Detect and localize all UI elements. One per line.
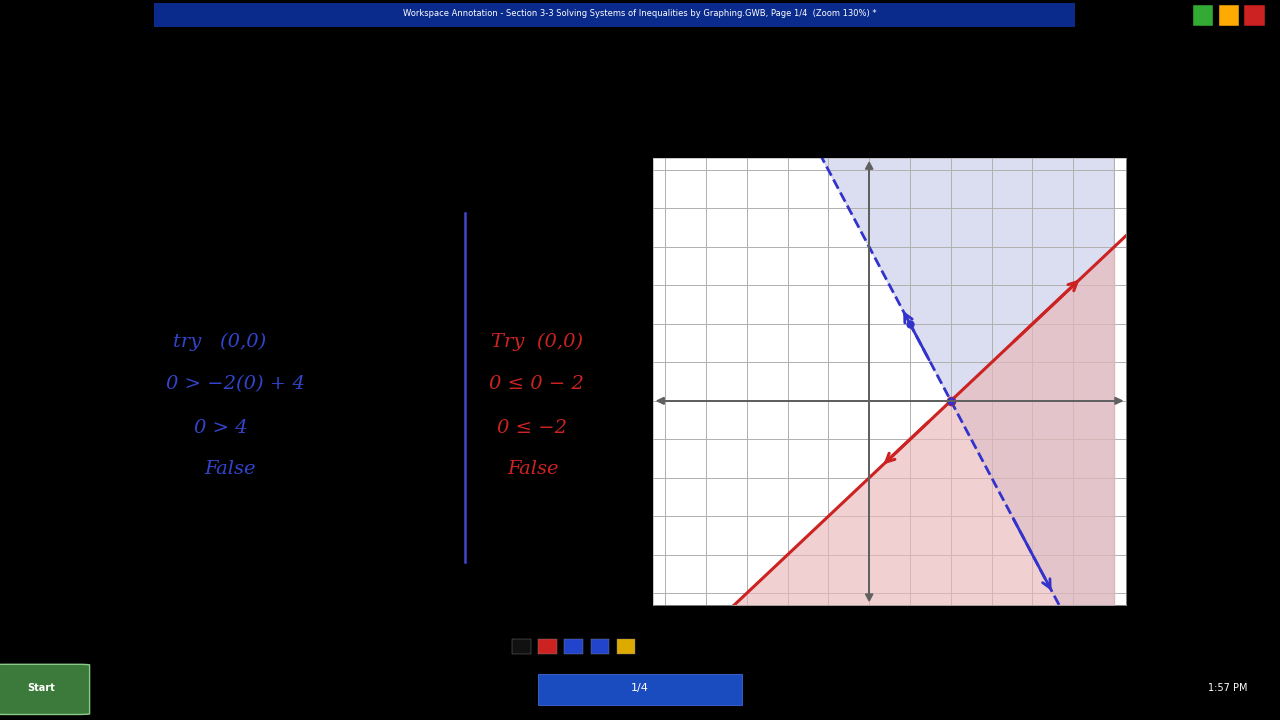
Text: 1: 1 xyxy=(273,243,284,261)
FancyArrow shape xyxy=(666,397,1123,405)
Bar xyxy=(538,674,742,705)
Text: 0 > 4: 0 > 4 xyxy=(195,419,248,437)
Text: Workspace Annotation - Section 3-3 Solving Systems of Inequalities by Graphing.G: Workspace Annotation - Section 3-3 Solvi… xyxy=(403,9,877,18)
FancyArrow shape xyxy=(865,170,873,601)
Bar xyxy=(512,639,531,654)
Text: y ≤ x − 2: y ≤ x − 2 xyxy=(251,148,337,166)
Bar xyxy=(590,639,609,654)
Text: 0 ≤ −2: 0 ≤ −2 xyxy=(497,419,567,437)
Text: 0 > −2(0) + 4: 0 > −2(0) + 4 xyxy=(166,375,305,393)
Text: Solve each system of inequalities by graphing.: Solve each system of inequalities by gra… xyxy=(210,102,649,120)
Text: 1/4: 1/4 xyxy=(631,683,649,693)
Text: −2: −2 xyxy=(268,224,294,242)
Text: False: False xyxy=(205,459,256,477)
Text: 1:57 PM: 1:57 PM xyxy=(1208,683,1248,693)
Bar xyxy=(617,639,635,654)
Text: y = x − 2: y = x − 2 xyxy=(492,186,596,207)
Text: b = (0,4): b = (0,4) xyxy=(205,285,292,303)
Text: Start: Start xyxy=(27,683,55,693)
FancyArrow shape xyxy=(657,397,1114,405)
FancyBboxPatch shape xyxy=(0,665,90,714)
Bar xyxy=(1244,4,1265,26)
Text: y > −2x + 4: y > −2x + 4 xyxy=(251,126,364,144)
Text: try   (0,0): try (0,0) xyxy=(173,333,266,351)
Text: Try  (0,0): Try (0,0) xyxy=(492,333,584,351)
Text: ◄  1/4  ►: ◄ 1/4 ► xyxy=(957,642,1006,651)
Bar xyxy=(1193,4,1213,26)
Text: y = −2x + 4: y = −2x + 4 xyxy=(189,186,326,207)
FancyArrow shape xyxy=(865,162,873,593)
Text: Section 3-3    Solving Systems of Inequalities by Graphing: Section 3-3 Solving Systems of Inequalit… xyxy=(128,58,897,82)
Text: m =: m = xyxy=(205,226,252,244)
Text: 1: 1 xyxy=(557,224,568,242)
Text: m =: m = xyxy=(497,226,544,244)
FancyBboxPatch shape xyxy=(154,3,1075,27)
Text: 0 ≤ 0 − 2: 0 ≤ 0 − 2 xyxy=(489,375,584,393)
Bar xyxy=(1219,4,1239,26)
Text: b = (0,−2): b = (0,−2) xyxy=(497,285,600,303)
Text: 1: 1 xyxy=(559,243,571,261)
Bar xyxy=(539,639,557,654)
Bar xyxy=(564,639,584,654)
Text: False: False xyxy=(507,459,558,477)
